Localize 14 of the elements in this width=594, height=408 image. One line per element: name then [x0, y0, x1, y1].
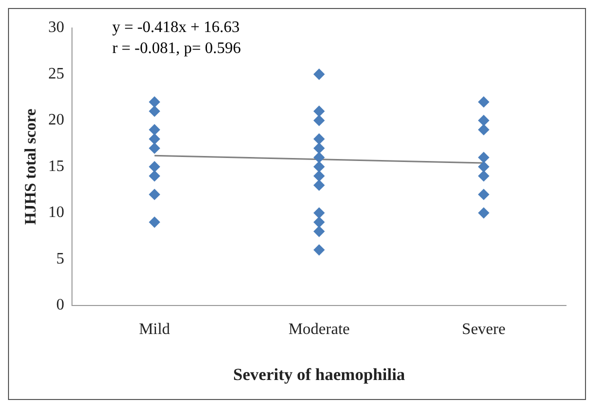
y-tick-label: 0 [56, 296, 64, 314]
annotation: r = -0.081, p= 0.596 [112, 40, 241, 58]
annotation: y = -0.418x + 16.63 [112, 19, 240, 36]
x-tick-label: Moderate [288, 321, 350, 338]
y-tick-label: 10 [48, 204, 64, 222]
y-tick-label: 30 [48, 19, 64, 36]
y-tick-label: 20 [48, 112, 64, 129]
x-tick-label: Mild [138, 321, 170, 338]
y-tick-label: 15 [48, 158, 64, 175]
y-tick-label: 25 [48, 65, 64, 82]
x-tick-label: Severe [462, 321, 506, 338]
x-axis-title: Severity of haemophilia [233, 365, 406, 384]
y-axis-title: HJHS total score [22, 108, 40, 225]
y-tick-label: 5 [56, 250, 64, 268]
